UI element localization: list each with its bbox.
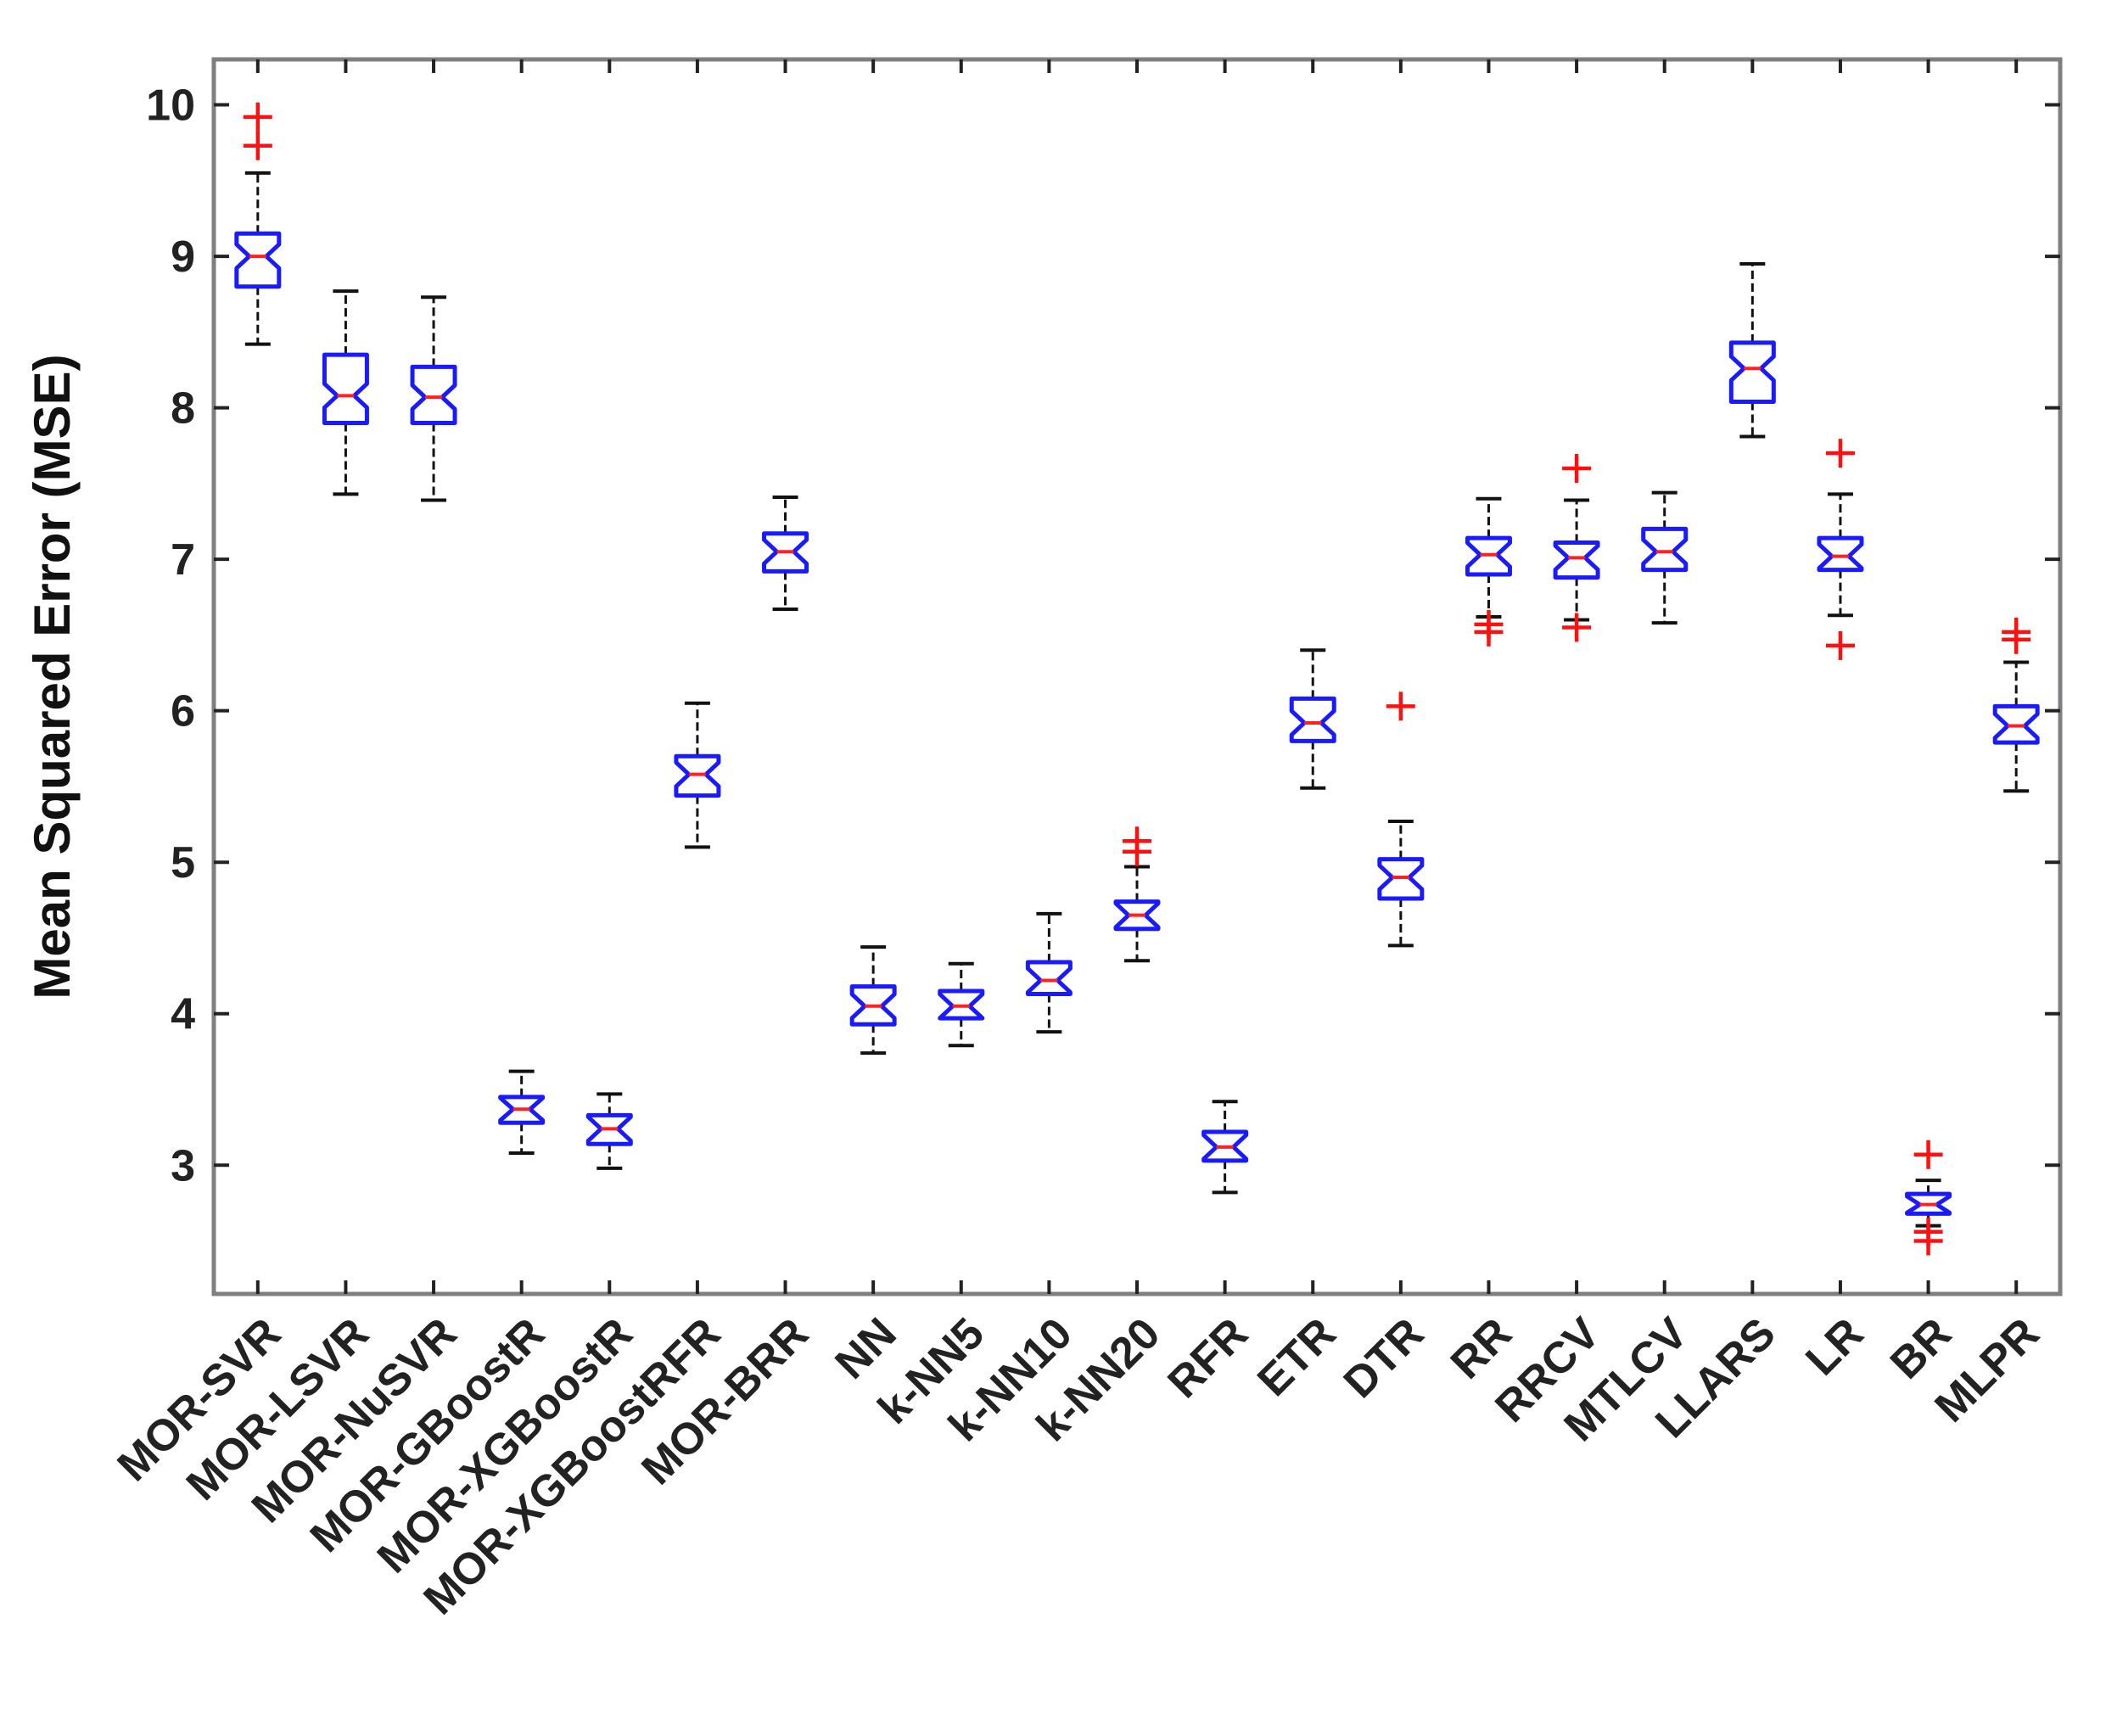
box-body xyxy=(1817,535,1864,573)
x-axis-ticks: MOR-SVRMOR-LSVRMOR-NuSVRMOR-GBoostRMOR-X… xyxy=(109,59,2049,1624)
box-MOR-LSVR xyxy=(322,289,369,496)
outlier-marker xyxy=(1386,692,1415,721)
box-body xyxy=(234,231,282,289)
box-k-NN20 xyxy=(1113,826,1161,963)
y-tick-label: 7 xyxy=(171,535,195,585)
outlier-marker xyxy=(1562,454,1592,484)
box-RFR xyxy=(1201,1100,1249,1195)
outlier-marker xyxy=(2002,617,2031,647)
outlier-marker xyxy=(1913,1217,1943,1246)
x-tick-label: LR xyxy=(1796,1308,1873,1385)
box-MTLCV xyxy=(1641,490,1689,625)
box-MOR-BRR xyxy=(762,495,809,612)
box-LR xyxy=(1817,439,1864,660)
y-tick-label: 3 xyxy=(171,1141,195,1190)
box-DTR xyxy=(1377,692,1425,948)
box-body xyxy=(410,364,457,425)
box-body xyxy=(1553,540,1600,580)
box-k-NN10 xyxy=(1025,911,1073,1034)
outlier-marker xyxy=(1913,1140,1943,1169)
box-body xyxy=(322,352,369,425)
outlier-marker xyxy=(1825,439,1855,468)
outlier-marker xyxy=(1825,630,1855,660)
y-axis-label: Mean Squared Error (MSE) xyxy=(24,354,81,999)
box-RR xyxy=(1465,496,1512,647)
y-axis-ticks: 3 4 5 6 7 8 9 10 xyxy=(146,81,2060,1190)
box-k-NN5 xyxy=(938,961,985,1048)
box-MOR-XGBoostR xyxy=(585,1092,633,1170)
outlier-marker xyxy=(243,131,272,160)
box-MOR-XGBoostRFR xyxy=(674,701,721,849)
box-body xyxy=(1641,526,1689,573)
box-RRCV xyxy=(1553,454,1600,642)
y-tick-label: 5 xyxy=(171,838,195,888)
y-tick-label: 6 xyxy=(171,687,195,736)
box-LLARS xyxy=(1728,262,1776,439)
box-NN xyxy=(849,945,897,1056)
outlier-marker xyxy=(243,102,272,132)
outlier-marker xyxy=(1123,826,1151,856)
x-tick-label: ETR xyxy=(1248,1308,1346,1406)
box-body xyxy=(1728,340,1776,404)
box-ETR xyxy=(1289,648,1336,790)
box-body xyxy=(1025,960,1073,997)
y-tick-label: 10 xyxy=(146,81,195,131)
outlier-marker xyxy=(1562,613,1592,642)
y-tick-label: 9 xyxy=(171,232,195,282)
y-tick-label: 4 xyxy=(171,990,195,1039)
box-body xyxy=(1289,696,1336,743)
plot-frame xyxy=(211,57,2063,1296)
y-tick-label: 8 xyxy=(171,384,195,434)
x-tick-label: RFR xyxy=(1159,1308,1258,1408)
x-tick-label: DTR xyxy=(1335,1308,1434,1408)
box-MLPR xyxy=(1992,617,2040,793)
box-BR xyxy=(1905,1140,1952,1256)
box-MOR-GBoostR xyxy=(498,1069,546,1155)
box-MOR-NuSVR xyxy=(410,295,457,502)
plot-elements xyxy=(234,102,2040,1256)
outlier-marker xyxy=(1474,609,1504,639)
box-MOR-SVR xyxy=(234,102,282,346)
